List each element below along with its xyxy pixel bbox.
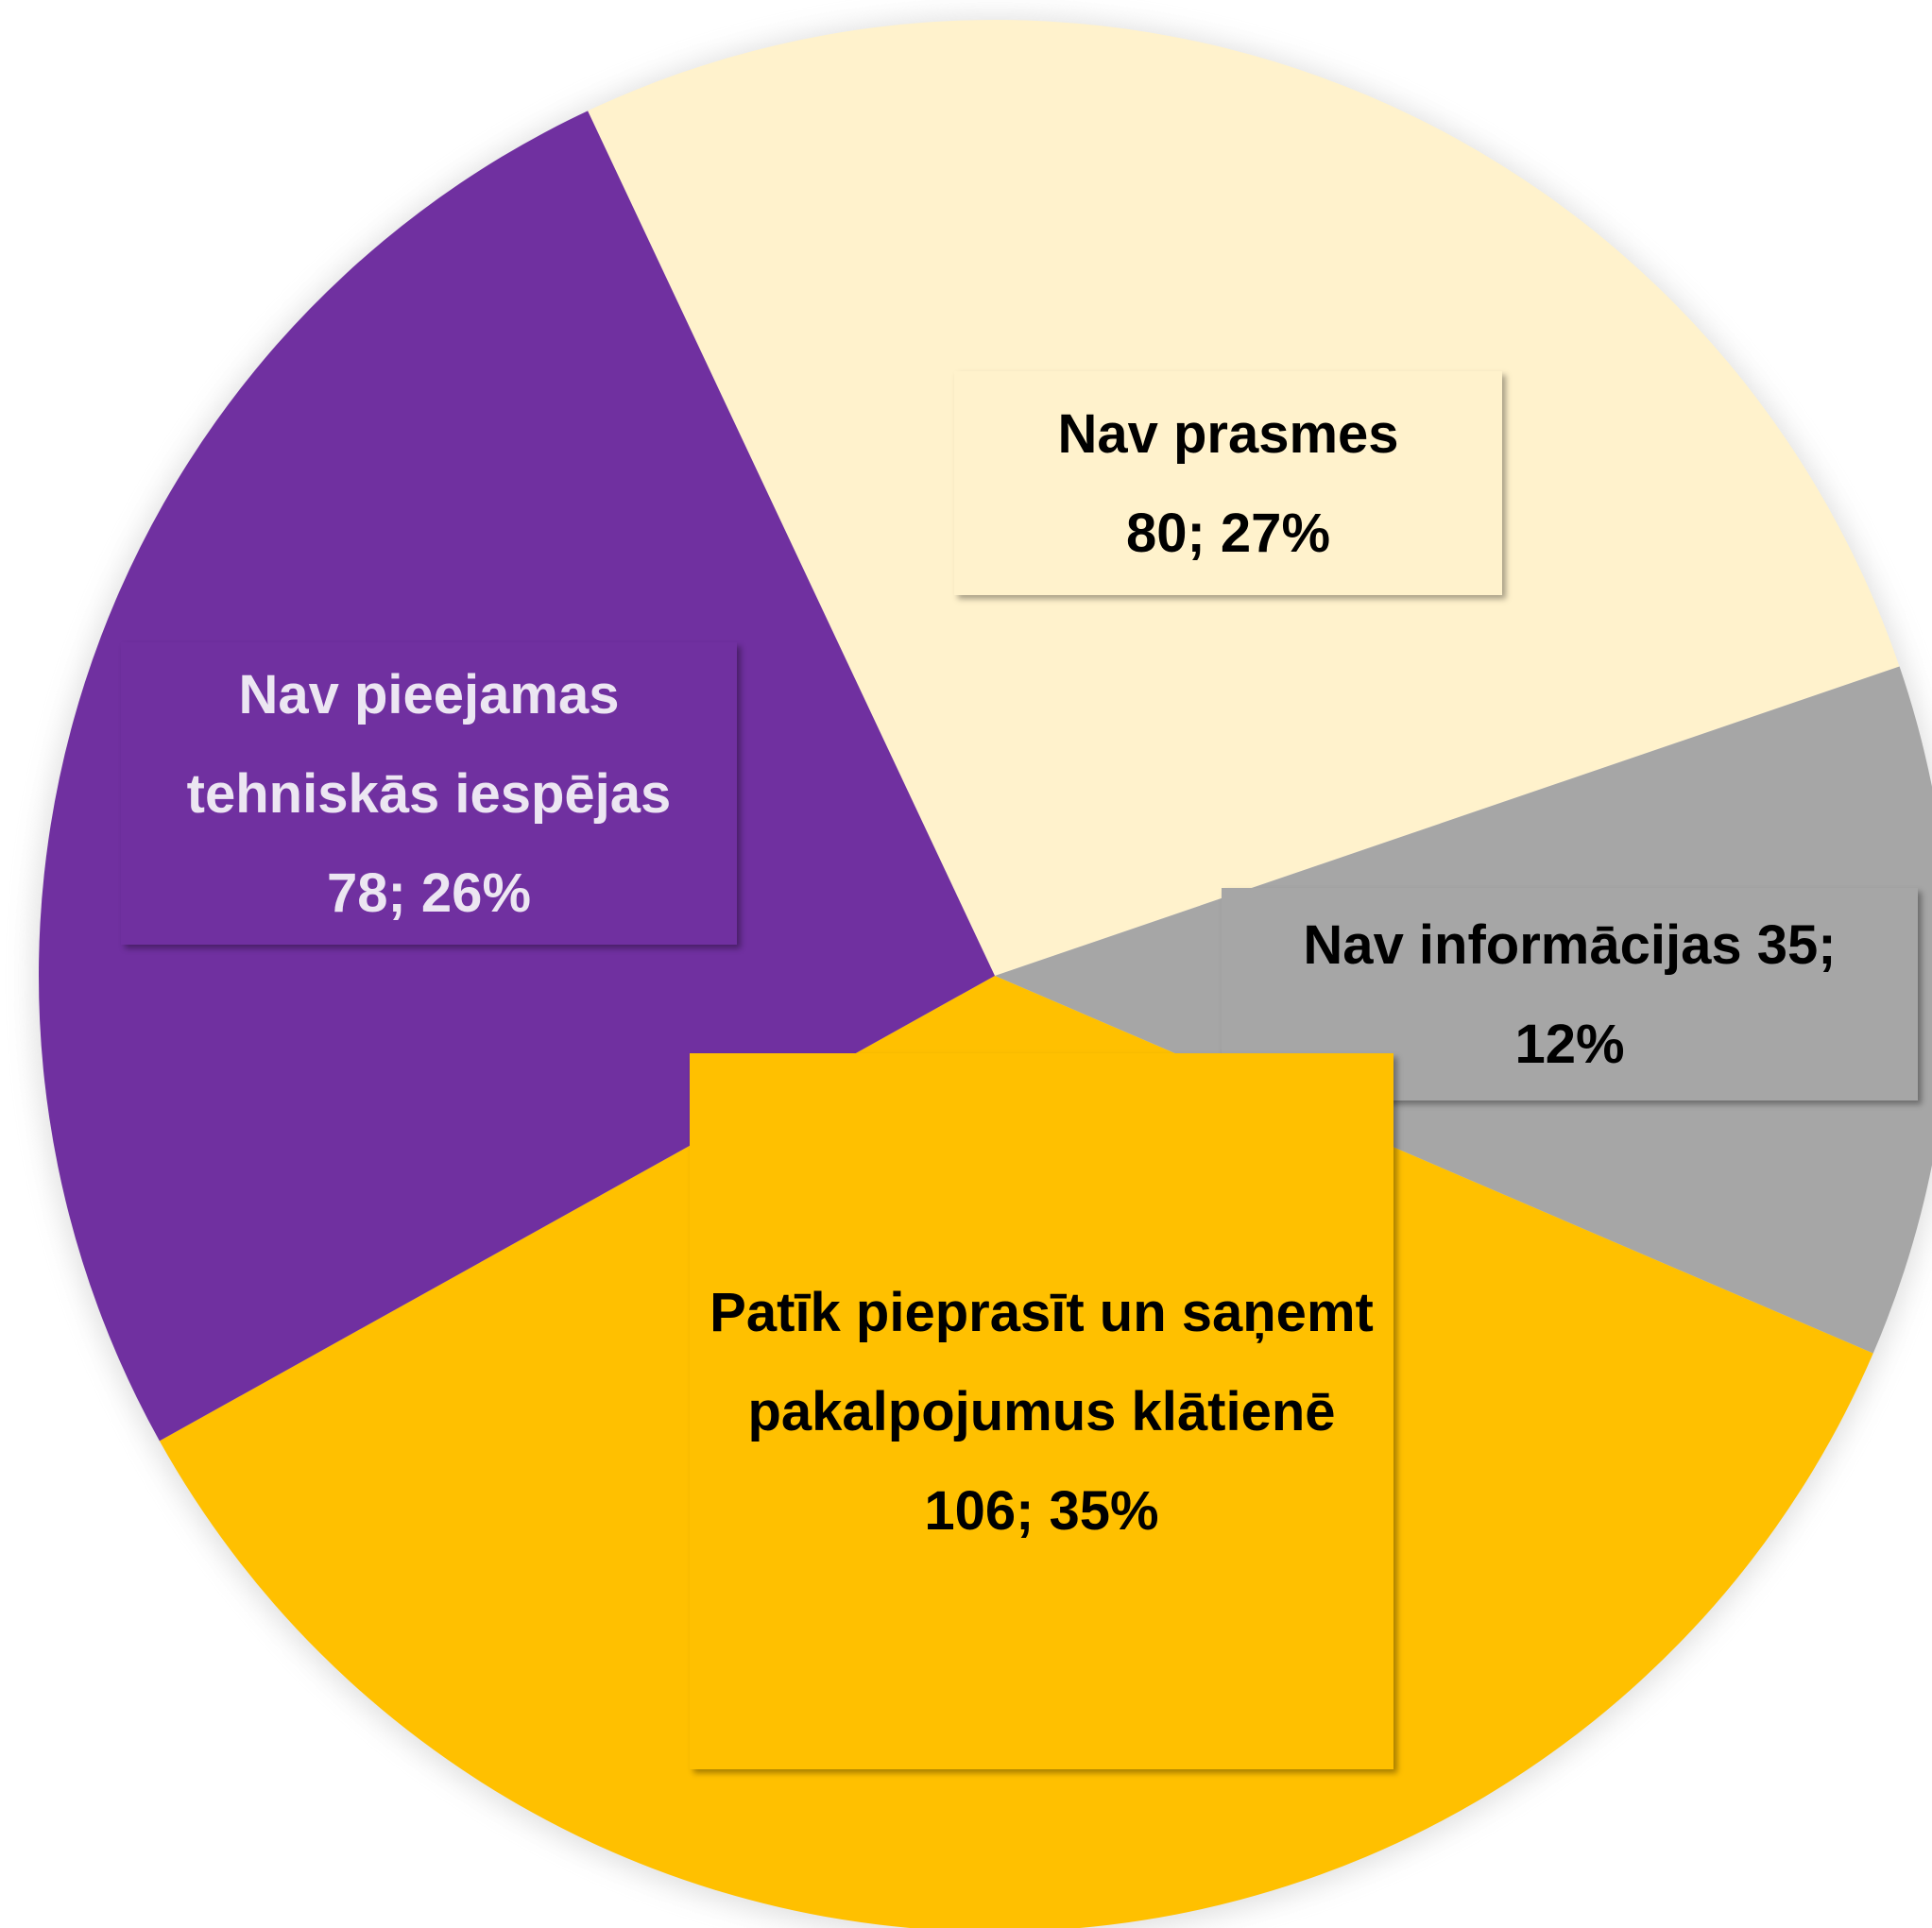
value-label: 35; 12% (1514, 913, 1837, 1075)
data-label: Nav pieejamas tehniskās iespējas 78; 26% (121, 642, 737, 945)
category-label: Nav prasmes (1057, 402, 1399, 465)
value-label: 80; 27% (1125, 502, 1331, 564)
category-label: Nav informācijas (1303, 913, 1742, 976)
data-label: Patīk pieprasīt un saņemt pakalpojumus k… (690, 1053, 1393, 1769)
category-label: Nav pieejamas tehniskās iespējas (186, 663, 672, 825)
data-label: Nav informācijas 35; 12% (1222, 888, 1918, 1100)
value-label: 106; 35% (924, 1479, 1159, 1542)
category-label: Patīk pieprasīt un saņemt pakalpojumus k… (710, 1281, 1374, 1442)
data-label: Nav prasmes 80; 27% (954, 371, 1502, 595)
value-label: 78; 26% (326, 862, 532, 924)
